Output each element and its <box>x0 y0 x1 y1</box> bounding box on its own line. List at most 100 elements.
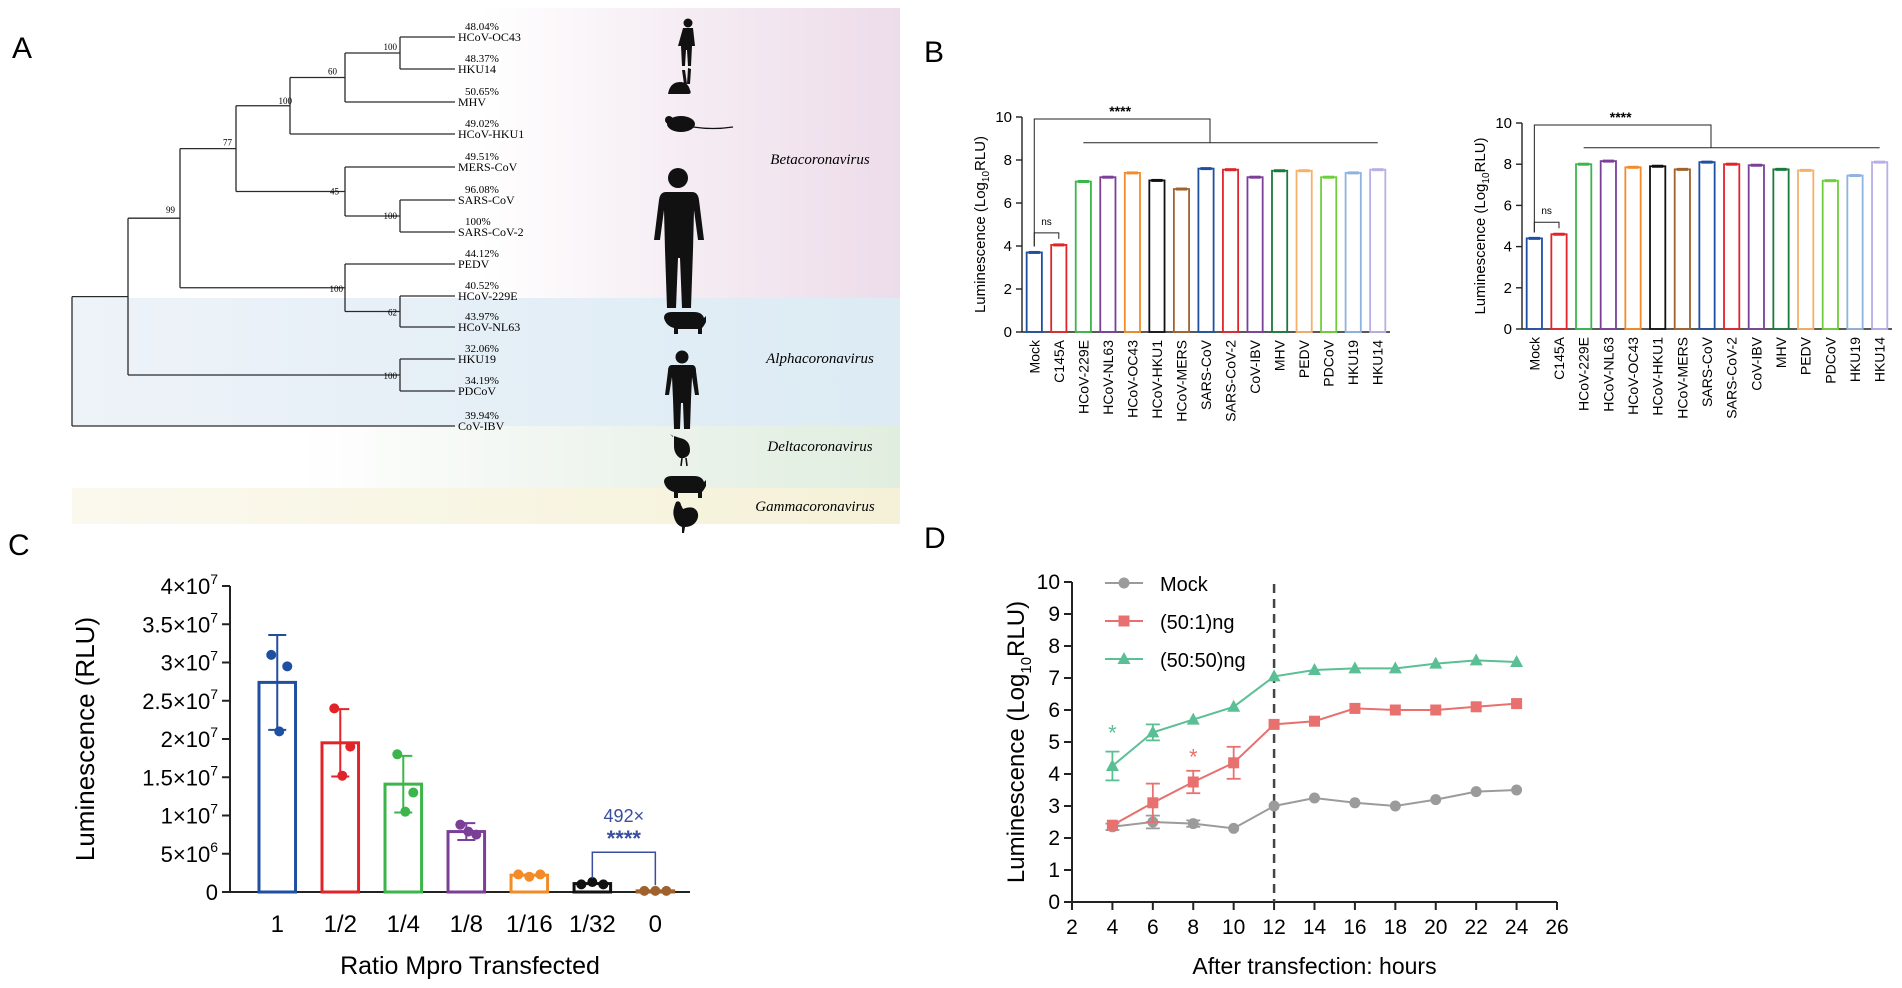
data-point <box>455 819 466 830</box>
data-point <box>1187 818 1199 830</box>
bar <box>1099 176 1117 333</box>
bar <box>1525 237 1543 330</box>
ns-label: ns <box>1041 217 1052 228</box>
category-label: C145A <box>1051 339 1067 382</box>
rabbit-icon <box>668 68 691 94</box>
data-point <box>650 885 661 896</box>
bootstrap-value: 100 <box>279 96 293 106</box>
data-point <box>1470 786 1482 798</box>
alphacoronavirus-band <box>72 298 900 426</box>
y-tick-label: 0 <box>1048 891 1060 914</box>
x-tick-label: 6 <box>1147 916 1159 939</box>
bootstrap-value: 100 <box>384 42 398 52</box>
data-point <box>1268 800 1280 812</box>
taxon-label: PEDV <box>458 257 490 271</box>
bar <box>1197 167 1215 333</box>
data-point <box>1228 757 1240 769</box>
data-point <box>345 741 356 752</box>
taxon-label: MERS-CoV <box>458 160 518 174</box>
bar <box>1624 166 1642 330</box>
y-tick-label: 2 <box>1048 827 1060 850</box>
y-axis-label: Luminescence (Log10RLU) <box>1003 601 1035 883</box>
data-point <box>463 826 474 837</box>
y-tick-label: 0 <box>1004 324 1012 341</box>
y-tick-label: 6 <box>1504 197 1512 214</box>
y-tick-label: 0 <box>1504 321 1512 338</box>
category-label: 1/32 <box>569 911 616 938</box>
bar <box>1575 163 1593 330</box>
bar-chart-c: 0 5×106 1×107 1.5×107 2×107 2.5×107 3×107 3.5×1… <box>70 571 690 980</box>
data-point <box>1147 797 1159 809</box>
data-point <box>1389 704 1401 716</box>
y-tick-label: 3×107 <box>161 648 219 676</box>
legend-label: (50:50)ng <box>1160 650 1246 672</box>
bar <box>1698 161 1716 330</box>
identity-percent: 96.08% <box>465 184 499 196</box>
bar <box>1772 168 1790 330</box>
bootstrap-value: 99 <box>166 205 176 215</box>
y-tick-label: 2 <box>1504 280 1512 297</box>
sig-bracket <box>1533 124 1712 233</box>
taxon-label: HCoV-HKU1 <box>458 127 524 141</box>
category-label: HKU19 <box>1847 337 1863 382</box>
category-label: HKU19 <box>1345 340 1361 385</box>
y-tick-label: 2×107 <box>161 724 219 752</box>
deltacoronavirus-band <box>300 426 900 488</box>
y-tick-label: 5×106 <box>161 839 219 867</box>
category-label: SARS-CoV <box>1198 339 1214 410</box>
x-tick-label: 12 <box>1262 916 1285 939</box>
bar <box>1025 251 1043 333</box>
bar <box>1050 244 1068 333</box>
category-label: 1/4 <box>387 911 420 938</box>
y-tick-label: 10 <box>995 109 1012 126</box>
bar <box>1821 179 1839 330</box>
data-point <box>471 829 482 840</box>
identity-percent: 48.37% <box>465 53 499 65</box>
silhouettes <box>654 18 734 533</box>
x-tick-label: 24 <box>1505 916 1529 939</box>
data-point <box>598 879 609 890</box>
bar <box>1246 176 1264 333</box>
pig-icon <box>664 476 706 498</box>
y-tick-label: 8 <box>1504 156 1512 173</box>
data-point <box>282 661 293 672</box>
bootstrap-value: 77 <box>223 138 233 148</box>
data-point <box>587 877 598 888</box>
category-label: HKU14 <box>1872 337 1888 382</box>
taxon-label: SARS-CoV <box>458 193 515 207</box>
y-tick-label: 3.5×107 <box>142 609 218 637</box>
x-tick-label: 2 <box>1066 916 1078 939</box>
taxon-label: HCoV-OC43 <box>458 30 521 44</box>
taxon-label: PDCoV <box>458 384 496 398</box>
category-label: CoV-IBV <box>1748 336 1764 390</box>
category-label: HCoV-HKU1 <box>1149 340 1165 419</box>
taxon-label: HKU14 <box>458 62 496 76</box>
bootstrap-value: 62 <box>388 308 397 318</box>
chicken-icon <box>673 501 699 533</box>
data-point <box>524 871 535 882</box>
significance-star: * <box>1108 720 1117 745</box>
category-label: 0 <box>649 911 662 938</box>
y-tick-label: 8 <box>1004 152 1012 169</box>
bootstrap-value: 60 <box>328 67 338 77</box>
category-label: SARS-CoV-2 <box>1223 340 1239 422</box>
data-point <box>337 770 348 781</box>
category-label: HCoV-HKU1 <box>1650 337 1666 416</box>
human-icon <box>678 18 695 66</box>
y-tick-label: 8 <box>1048 635 1060 658</box>
legend-label: Mock <box>1160 574 1209 596</box>
bootstrap-value: 100 <box>384 211 398 221</box>
data-point <box>513 869 524 880</box>
panel-label-c: C <box>8 529 30 562</box>
legend-label: (50:1)ng <box>1160 612 1235 634</box>
category-label: PDCoV <box>1321 339 1337 386</box>
sig-label: **** <box>607 826 642 851</box>
y-tick-label: 1×107 <box>161 801 219 829</box>
category-label: SARS-CoV <box>1699 336 1715 407</box>
data-point <box>1268 718 1280 730</box>
identity-percent: 32.06% <box>465 343 499 355</box>
category-label: C145A <box>1551 336 1567 379</box>
